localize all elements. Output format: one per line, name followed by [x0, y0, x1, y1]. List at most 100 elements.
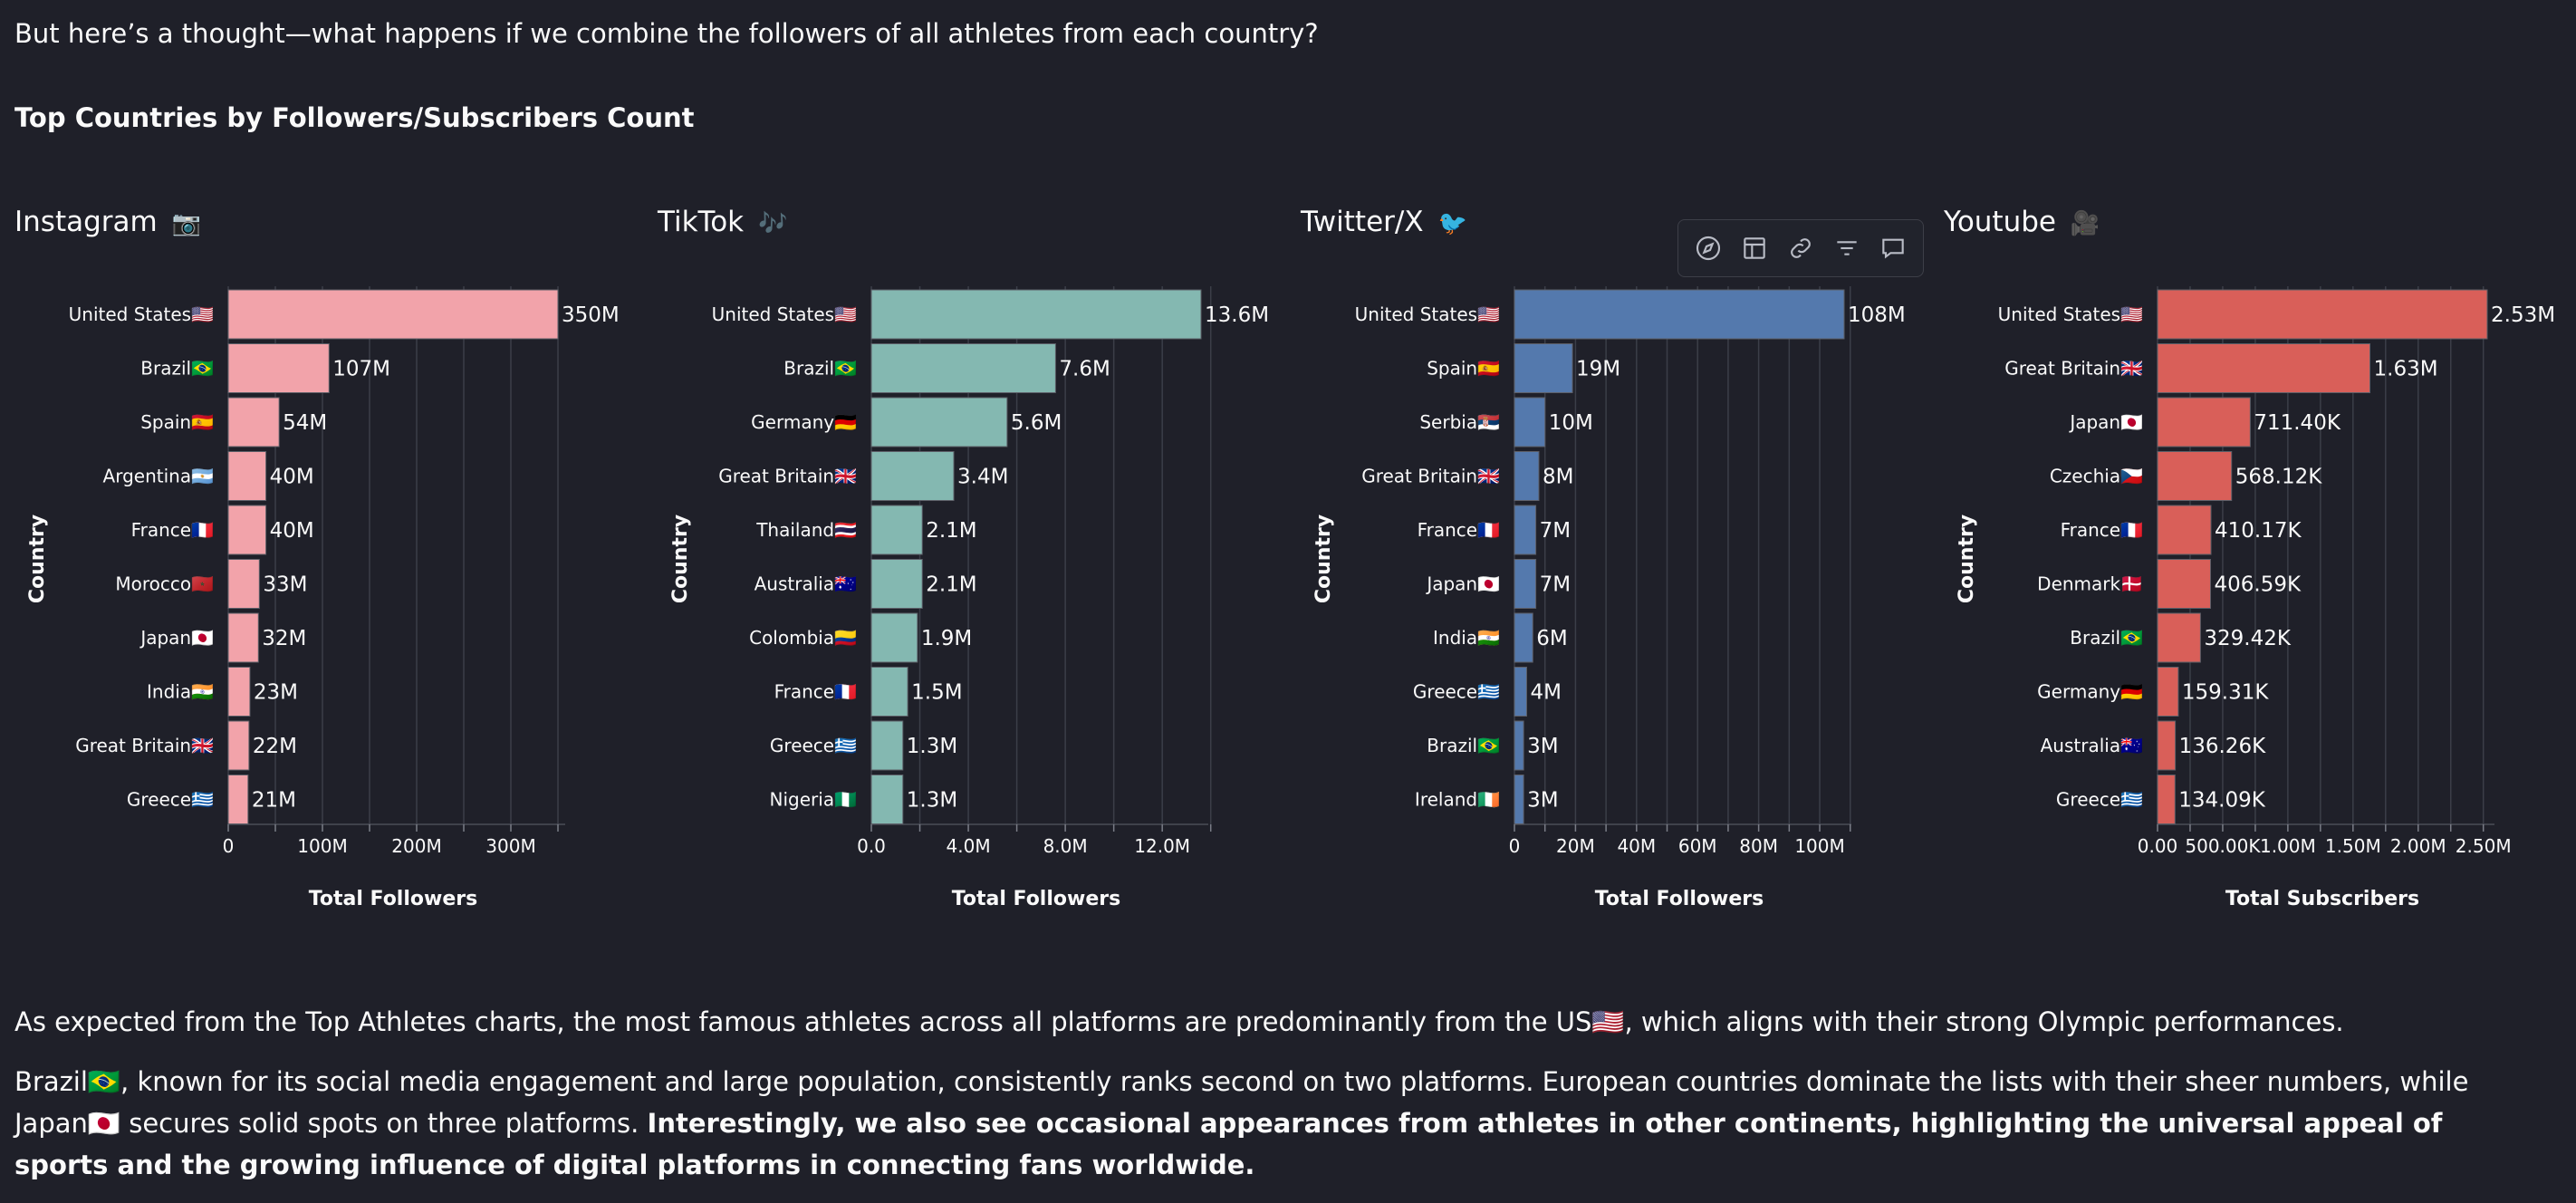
x-tick-label: 200M — [391, 835, 441, 857]
data-label: 5.6M — [1011, 411, 1062, 435]
data-label: 7M — [1540, 573, 1571, 597]
bar — [227, 720, 250, 771]
panel-title-text: Twitter/X — [1301, 206, 1424, 238]
table-view-button[interactable] — [1737, 231, 1772, 265]
category-label: Great Britain🇬🇧 — [75, 735, 214, 756]
x-tick-label: 4.0M — [947, 835, 991, 857]
category-label: Czechia🇨🇿 — [2050, 466, 2143, 487]
bar — [2157, 559, 2211, 609]
category-label: United States🇺🇸 — [1355, 303, 1500, 325]
category-label: France🇫🇷 — [131, 519, 215, 541]
data-label: 1.63M — [2374, 358, 2438, 381]
data-label: 108M — [1848, 303, 1906, 327]
data-label: 1.3M — [907, 735, 957, 758]
twitter-panel: Twitter/X 🐦 0 20M 40M 60M 80M 100M United Stat… — [1301, 199, 1926, 924]
bar — [2157, 397, 2251, 448]
bar — [2157, 612, 2201, 663]
bar — [870, 667, 908, 717]
data-label: 6M — [1536, 627, 1567, 650]
data-label: 568.12K — [2235, 466, 2322, 489]
music-notes-icon: 🎶 — [758, 210, 788, 237]
instagram-panel: Instagram 📷 0 100M 200M 300M United States🇺🇸… — [14, 199, 639, 924]
movie-camera-icon: 🎥 — [2070, 210, 2100, 237]
camera-icon: 📷 — [171, 210, 201, 237]
data-label: 10M — [1549, 411, 1593, 435]
bar — [2157, 775, 2176, 824]
data-label: 54M — [283, 411, 327, 435]
bar — [227, 667, 251, 717]
bar — [870, 343, 1056, 393]
category-label: Brazil🇧🇷 — [140, 358, 214, 380]
category-label: Morocco🇲🇦 — [115, 573, 214, 595]
data-label: 19M — [1576, 358, 1620, 381]
category-label: Thailand🇹🇭 — [755, 519, 857, 541]
panel-title: Twitter/X 🐦 — [1301, 206, 1467, 238]
bar — [870, 775, 904, 824]
bar — [227, 775, 249, 824]
x-axis-title: Total Subscribers — [2225, 888, 2419, 910]
category-label: Colombia🇨🇴 — [749, 627, 857, 649]
category-label: Japan🇯🇵 — [2068, 411, 2143, 433]
category-label: France🇫🇷 — [1418, 519, 1501, 541]
data-label: 40M — [270, 519, 314, 543]
paragraph-analysis: Brazil🇧🇷, known for its social media eng… — [14, 1061, 2542, 1186]
x-tick-label: 12.0M — [1134, 835, 1190, 857]
x-tick-label: 20M — [1556, 835, 1595, 857]
category-label: United States🇺🇸 — [69, 303, 214, 325]
link-button[interactable] — [1783, 231, 1818, 265]
x-axis-title: Total Followers — [952, 888, 1120, 910]
bar — [2157, 343, 2371, 393]
data-label: 1.9M — [921, 627, 972, 650]
category-label: India🇮🇳 — [147, 681, 214, 703]
filter-button[interactable] — [1830, 231, 1864, 265]
comment-button[interactable] — [1876, 231, 1910, 265]
category-label: India🇮🇳 — [1433, 627, 1500, 649]
category-label: Germany🇩🇪 — [751, 411, 857, 433]
data-label: 1.3M — [907, 789, 957, 813]
category-label: Ireland🇮🇪 — [1415, 789, 1500, 811]
bar — [2157, 720, 2177, 771]
panel-title-text: TikTok — [658, 206, 745, 238]
data-label: 3.4M — [957, 466, 1008, 489]
panel-title: Youtube 🎥 — [1944, 206, 2100, 238]
category-label: Spain🇪🇸 — [140, 411, 214, 433]
category-label: Brazil🇧🇷 — [2070, 627, 2143, 649]
x-tick-label: 0.0 — [857, 835, 886, 857]
bar — [227, 289, 559, 340]
data-label: 134.09K — [2178, 789, 2265, 813]
bar — [1514, 667, 1527, 717]
youtube-panel: Youtube 🎥 0.00 500.00K 1.00M 1.50M 2.00M 2.50… — [1944, 199, 2569, 924]
category-label: Greece🇬🇷 — [1413, 681, 1500, 703]
data-label: 406.59K — [2214, 573, 2301, 597]
category-label: Greece🇬🇷 — [770, 735, 857, 756]
data-label: 711.40K — [2254, 411, 2341, 435]
bar — [1514, 775, 1524, 824]
bar — [1514, 505, 1537, 555]
bar — [227, 343, 330, 393]
data-label: 7.6M — [1059, 358, 1110, 381]
explore-button[interactable] — [1691, 231, 1725, 265]
data-label: 410.17K — [2215, 519, 2302, 543]
bar — [1514, 720, 1524, 771]
y-axis-title: Country — [26, 515, 49, 603]
table-icon — [1744, 237, 1765, 259]
data-label: 40M — [270, 466, 314, 489]
panel-title-text: Youtube — [1944, 206, 2056, 238]
category-label: Greece🇬🇷 — [2056, 789, 2143, 811]
data-label: 1.5M — [911, 681, 962, 705]
category-label: Argentina🇦🇷 — [103, 466, 215, 487]
x-tick-label: 1.50M — [2325, 835, 2381, 857]
category-label: Spain🇪🇸 — [1427, 358, 1500, 380]
compass-icon — [1697, 236, 1721, 261]
data-label: 13.6M — [1205, 303, 1269, 327]
bird-icon: 🐦 — [1437, 210, 1467, 237]
bar — [2157, 289, 2488, 340]
category-label: Great Britain🇬🇧 — [2004, 358, 2143, 380]
data-label: 350M — [562, 303, 620, 327]
bar — [870, 451, 955, 501]
panel-title-text: Instagram — [14, 206, 158, 238]
x-tick-label: 1.00M — [2260, 835, 2316, 857]
data-label: 329.42K — [2204, 627, 2291, 650]
x-tick-label: 2.00M — [2390, 835, 2446, 857]
category-label: France🇫🇷 — [2061, 519, 2144, 541]
